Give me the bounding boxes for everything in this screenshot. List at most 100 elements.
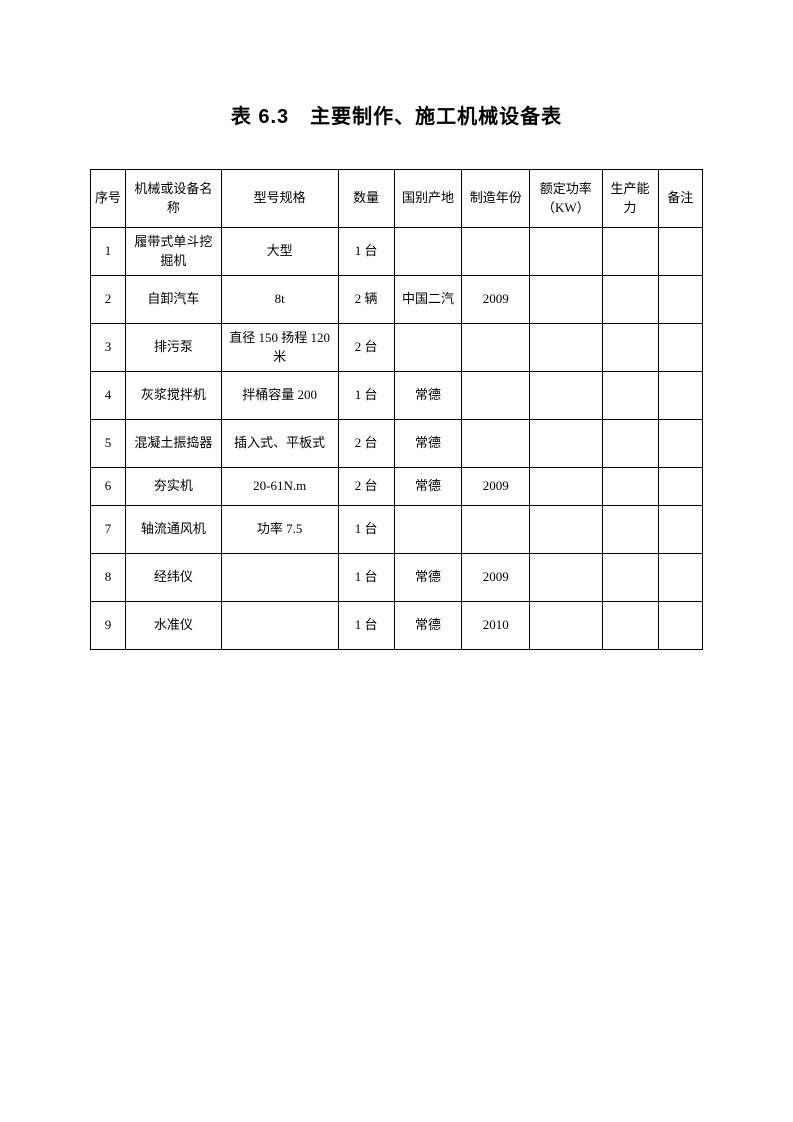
cell-origin: 常德	[394, 554, 462, 602]
cell-name: 轴流通风机	[126, 506, 222, 554]
table-row: 6夯实机20-61N.m2 台常德2009	[91, 468, 703, 506]
col-header-note: 备注	[658, 170, 702, 228]
cell-spec: 拌桶容量 200	[221, 372, 338, 420]
equipment-table: 序号 机械或设备名称 型号规格 数量 国别产地 制造年份 额定功率（KW） 生产…	[90, 169, 703, 650]
cell-power	[530, 228, 602, 276]
table-row: 2自卸汽车8t2 辆中国二汽2009	[91, 276, 703, 324]
cell-note	[658, 228, 702, 276]
table-row: 4灰浆搅拌机拌桶容量 2001 台常德	[91, 372, 703, 420]
cell-year	[462, 420, 530, 468]
cell-seq: 2	[91, 276, 126, 324]
cell-name: 水准仪	[126, 602, 222, 650]
cell-spec: 直径 150 扬程 120 米	[221, 324, 338, 372]
cell-name: 混凝土振捣器	[126, 420, 222, 468]
cell-origin: 中国二汽	[394, 276, 462, 324]
cell-name: 履带式单斗挖掘机	[126, 228, 222, 276]
table-row: 9水准仪 1 台常德2010	[91, 602, 703, 650]
col-header-power: 额定功率（KW）	[530, 170, 602, 228]
cell-spec	[221, 602, 338, 650]
cell-name: 经纬仪	[126, 554, 222, 602]
col-header-spec: 型号规格	[221, 170, 338, 228]
col-header-year: 制造年份	[462, 170, 530, 228]
cell-name: 自卸汽车	[126, 276, 222, 324]
cell-qty: 1 台	[338, 554, 394, 602]
table-header-row: 序号 机械或设备名称 型号规格 数量 国别产地 制造年份 额定功率（KW） 生产…	[91, 170, 703, 228]
cell-seq: 6	[91, 468, 126, 506]
cell-spec: 20-61N.m	[221, 468, 338, 506]
cell-year	[462, 506, 530, 554]
table-row: 1履带式单斗挖掘机大型1 台	[91, 228, 703, 276]
cell-seq: 5	[91, 420, 126, 468]
cell-capacity	[602, 276, 658, 324]
cell-seq: 3	[91, 324, 126, 372]
cell-capacity	[602, 602, 658, 650]
table-body: 1履带式单斗挖掘机大型1 台2自卸汽车8t2 辆中国二汽20093排污泵直径 1…	[91, 228, 703, 650]
cell-year	[462, 228, 530, 276]
cell-note	[658, 276, 702, 324]
cell-name: 灰浆搅拌机	[126, 372, 222, 420]
table-row: 7轴流通风机功率 7.51 台	[91, 506, 703, 554]
cell-capacity	[602, 372, 658, 420]
cell-qty: 1 台	[338, 228, 394, 276]
cell-capacity	[602, 506, 658, 554]
cell-seq: 7	[91, 506, 126, 554]
cell-spec: 8t	[221, 276, 338, 324]
cell-qty: 2 台	[338, 468, 394, 506]
cell-seq: 4	[91, 372, 126, 420]
cell-capacity	[602, 228, 658, 276]
cell-power	[530, 324, 602, 372]
col-header-origin: 国别产地	[394, 170, 462, 228]
cell-power	[530, 420, 602, 468]
cell-name: 排污泵	[126, 324, 222, 372]
table-row: 8经纬仪 1 台常德2009	[91, 554, 703, 602]
cell-spec	[221, 554, 338, 602]
col-header-name: 机械或设备名称	[126, 170, 222, 228]
cell-qty: 2 台	[338, 420, 394, 468]
cell-capacity	[602, 324, 658, 372]
cell-year: 2009	[462, 554, 530, 602]
cell-origin	[394, 324, 462, 372]
col-header-capacity: 生产能力	[602, 170, 658, 228]
cell-qty: 2 台	[338, 324, 394, 372]
cell-year: 2009	[462, 468, 530, 506]
cell-origin: 常德	[394, 602, 462, 650]
cell-note	[658, 506, 702, 554]
cell-power	[530, 506, 602, 554]
cell-year	[462, 324, 530, 372]
table-row: 3排污泵直径 150 扬程 120 米2 台	[91, 324, 703, 372]
table-row: 5混凝土振捣器插入式、平板式2 台常德	[91, 420, 703, 468]
cell-qty: 1 台	[338, 506, 394, 554]
col-header-seq: 序号	[91, 170, 126, 228]
cell-power	[530, 602, 602, 650]
cell-spec: 大型	[221, 228, 338, 276]
cell-seq: 1	[91, 228, 126, 276]
cell-origin	[394, 506, 462, 554]
cell-note	[658, 468, 702, 506]
cell-origin: 常德	[394, 468, 462, 506]
cell-name: 夯实机	[126, 468, 222, 506]
cell-note	[658, 602, 702, 650]
cell-origin	[394, 228, 462, 276]
col-header-qty: 数量	[338, 170, 394, 228]
cell-year: 2010	[462, 602, 530, 650]
cell-note	[658, 372, 702, 420]
cell-note	[658, 420, 702, 468]
cell-capacity	[602, 554, 658, 602]
cell-qty: 1 台	[338, 602, 394, 650]
cell-note	[658, 554, 702, 602]
cell-power	[530, 468, 602, 506]
cell-power	[530, 276, 602, 324]
cell-year: 2009	[462, 276, 530, 324]
cell-origin: 常德	[394, 372, 462, 420]
cell-note	[658, 324, 702, 372]
cell-seq: 8	[91, 554, 126, 602]
cell-capacity	[602, 420, 658, 468]
cell-year	[462, 372, 530, 420]
page-title: 表 6.3 主要制作、施工机械设备表	[90, 100, 703, 129]
cell-power	[530, 372, 602, 420]
cell-spec: 功率 7.5	[221, 506, 338, 554]
cell-spec: 插入式、平板式	[221, 420, 338, 468]
cell-seq: 9	[91, 602, 126, 650]
cell-qty: 2 辆	[338, 276, 394, 324]
cell-qty: 1 台	[338, 372, 394, 420]
